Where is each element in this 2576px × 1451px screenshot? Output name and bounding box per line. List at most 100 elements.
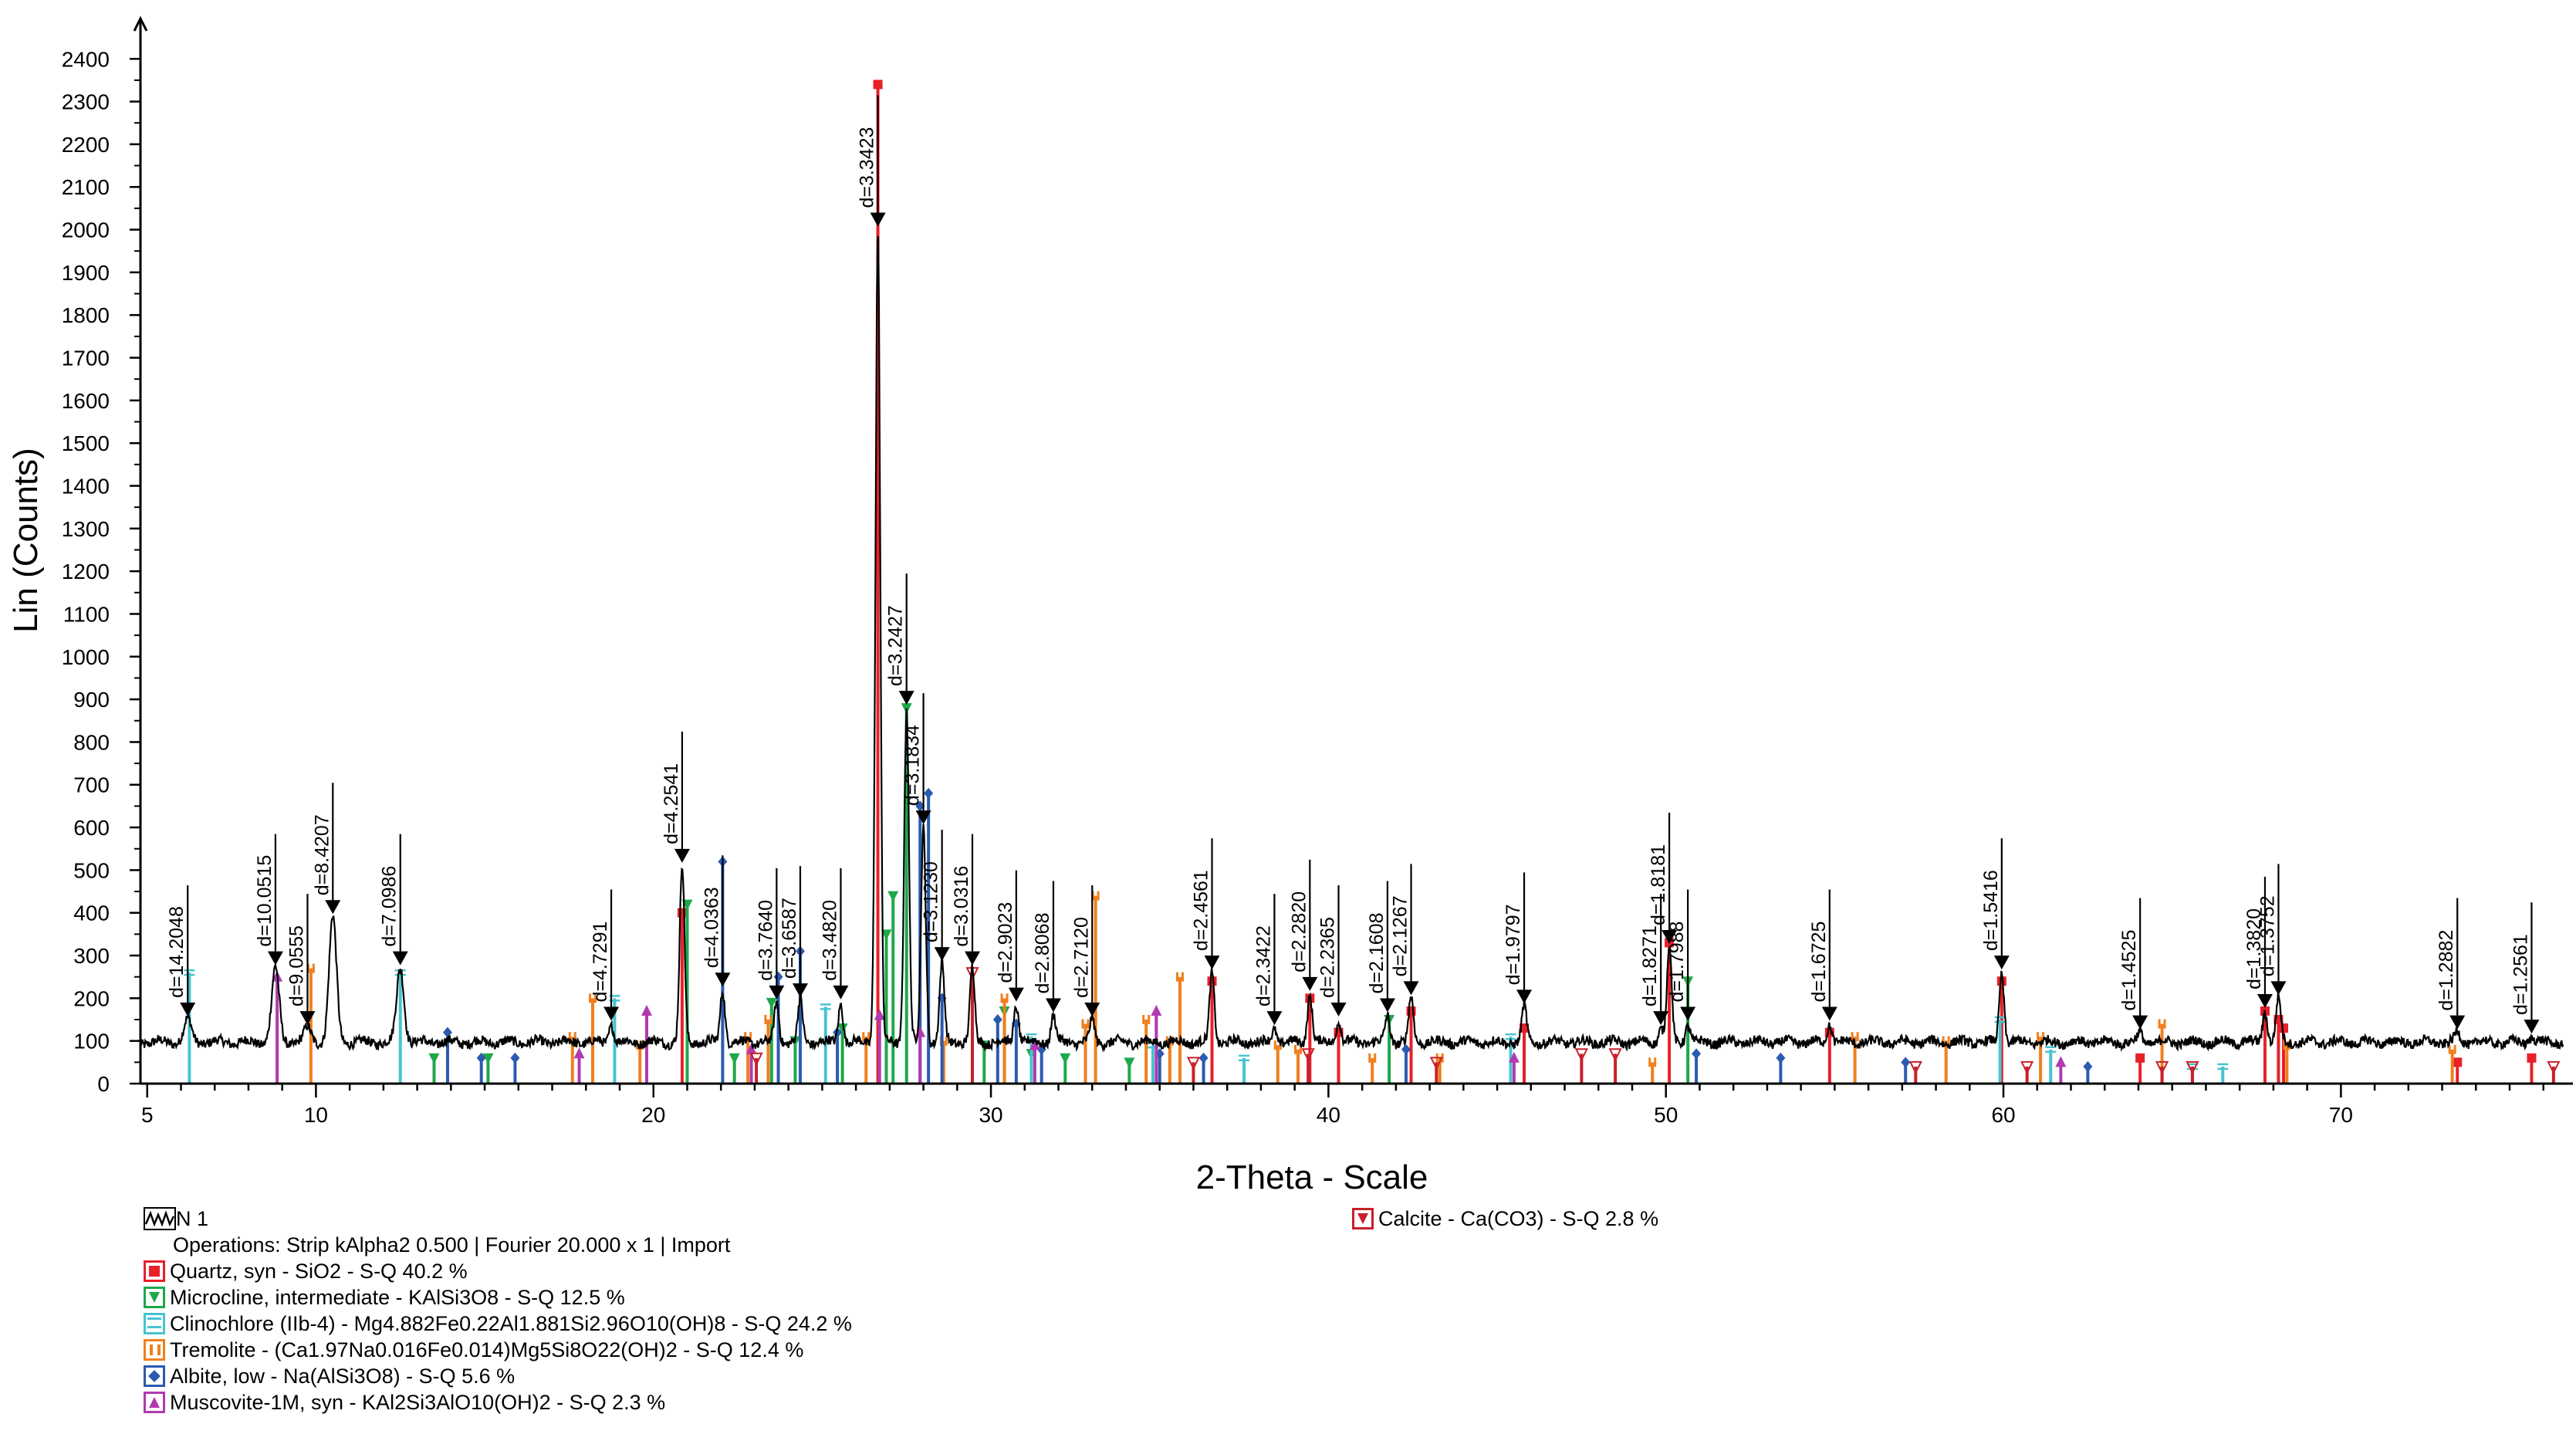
peak-d-label: d=1.2882 [2436,930,2457,1011]
phase-marker [1207,976,1217,986]
phase-marker [744,1032,747,1042]
phase-marker-icon [1352,1208,1374,1229]
phase-marker [915,800,925,812]
phase-marker [1374,1053,1377,1063]
phase-marker-glyph [150,1344,161,1355]
phase-marker [766,997,777,1009]
phase-marker [428,1053,440,1064]
phase-marker [573,1032,576,1042]
phase-marker [2163,1019,2166,1029]
peak-marker-triangle [1302,976,1318,991]
legend-series-label: N 1 [176,1207,209,1230]
peak-marker-triangle [833,985,849,999]
phase-marker [573,1047,585,1059]
peak-d-label: d=2.8068 [1032,913,1053,994]
phase-marker [1608,1048,1622,1062]
y-tick-label: 1200 [62,560,110,583]
peak-marker-triangle [674,848,690,863]
peak-marker-triangle [715,972,731,987]
phase-marker [1851,1032,1854,1042]
y-tick-label: 2000 [62,218,110,242]
phase-marker [745,1043,757,1054]
peak-marker-triangle [2524,1020,2540,1034]
phase-marker [914,1026,926,1037]
peak-d-label: d=1.5416 [1980,870,2002,951]
phase-marker [2547,1060,2561,1075]
phase-marker [568,1032,571,1042]
phase-marker [764,1015,767,1025]
phase-marker [1151,1004,1162,1016]
y-tick-label: 1800 [62,303,110,327]
x-tick-label: 30 [979,1103,1002,1127]
peak-marker-triangle [1680,1006,1696,1021]
y-tick-label: 1700 [62,347,110,370]
phase-marker [1401,1043,1411,1055]
phase-marker [2448,1044,2451,1054]
peak-d-label: d=3.0316 [951,866,972,947]
phase-marker [881,929,892,941]
legend-phase-label: Quartz, syn - SiO2 - S-Q 40.2 % [170,1260,468,1283]
phase-marker [1908,1060,1922,1075]
y-tick-label: 2100 [62,175,110,199]
phase-marker [1175,972,1178,982]
y-tick-label: 1600 [62,389,110,413]
peak-marker-triangle [180,1003,196,1017]
y-tick-label: 900 [73,688,110,712]
phase-marker [442,1027,452,1038]
phase-marker [2155,1060,2169,1075]
x-tick-label: 20 [641,1103,665,1127]
phase-marker [2083,1060,2093,1072]
peak-d-label: d=3.4820 [819,900,840,981]
phase-marker [1574,1048,1588,1062]
legend-phase-label: Microcline, intermediate - KAlSi3O8 - S-… [170,1286,625,1309]
peak-d-label: d=2.3422 [1253,925,1274,1006]
y-tick-label: 500 [73,858,110,882]
phase-marker [1300,1044,1303,1054]
phase-marker [2453,1057,2463,1067]
diffraction-pattern [139,235,2564,1053]
phase-marker [482,1053,494,1064]
phase-marker [837,1023,848,1035]
peak-marker-triangle [915,810,931,825]
peak-d-label: d=4.0363 [701,887,722,968]
peak-d-label: d=2.1267 [1390,895,1411,976]
phase-marker [1273,1040,1276,1050]
y-tick-label: 1100 [63,602,110,626]
legend-phase-entry: Calcite - Ca(CO3) - S-Q 2.8 % [1352,1206,1658,1232]
peak-d-label: d=2.2820 [1288,891,1310,972]
peak-d-label: d=2.4561 [1191,870,1212,951]
phase-marker [510,1052,520,1064]
pattern-line [139,235,2564,1053]
peak-marker-triangle [1653,1011,1669,1026]
peak-d-label: d=14.2048 [166,906,188,998]
peak-marker-triangle [1084,1003,1100,1017]
peak-marker-triangle [898,691,914,705]
phase-marker-glyph [148,1370,161,1382]
x-tick-label: 60 [1991,1103,2015,1127]
peak-marker-triangle [1008,987,1024,1002]
phase-marker [1776,1052,1786,1064]
peak-marker-triangle [1379,998,1395,1013]
peak-d-label: d=2.9023 [995,902,1016,983]
phase-marker [1097,891,1100,901]
y-tick-label: 200 [73,986,110,1010]
y-tick-label: 800 [73,730,110,754]
peak-marker-triangle [1821,1006,1837,1021]
phase-marker [1294,1044,1297,1054]
phase-marker-icon [144,1260,165,1282]
phase-marker-icon [144,1365,165,1387]
pattern-icon [144,1207,176,1230]
phase-marker [749,1052,763,1067]
x-tick-label: 70 [2329,1103,2353,1127]
phase-marker [1996,976,2006,986]
y-tick-label: 1900 [62,261,110,285]
phase-marker [1692,1048,1702,1060]
peak-d-label: d=1.3820 [2243,908,2265,989]
phase-marker [2186,1060,2199,1075]
phase-marker [1648,1057,1651,1067]
phase-marker [1186,1057,1201,1070]
phase-marker [1406,1006,1416,1016]
x-tick-label: 5 [141,1103,154,1127]
phase-marker-glyph [149,1292,160,1303]
